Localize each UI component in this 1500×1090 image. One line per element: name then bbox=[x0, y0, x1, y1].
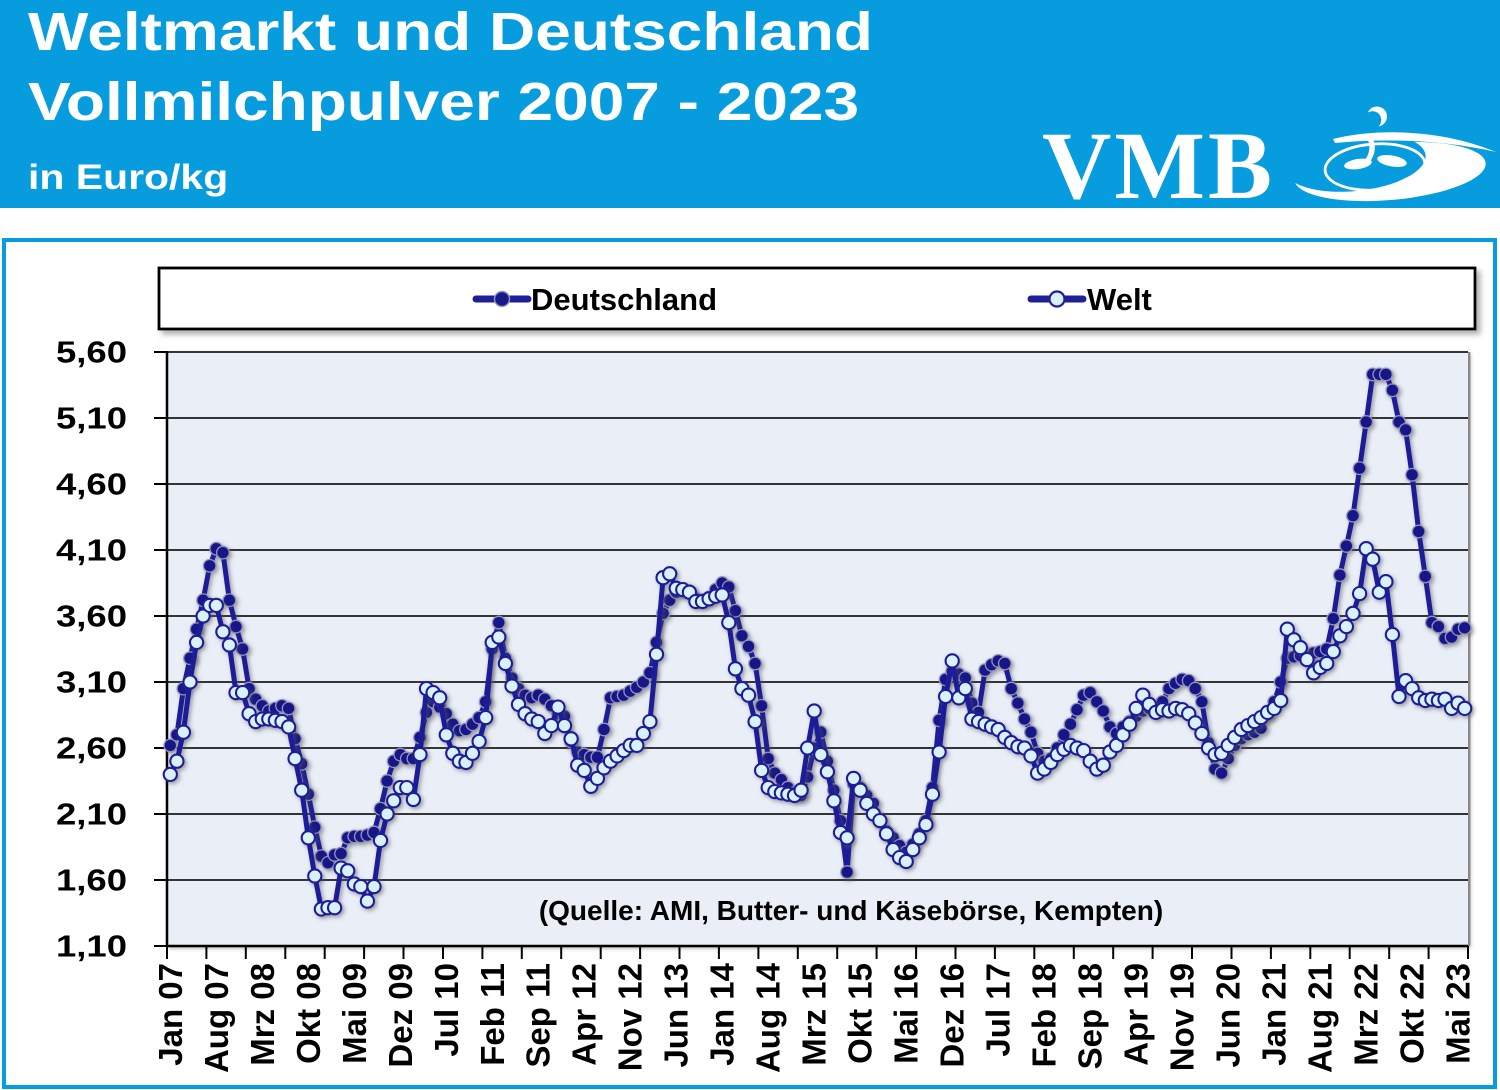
svg-text:3,60: 3,60 bbox=[56, 599, 127, 634]
svg-text:Apr 12: Apr 12 bbox=[566, 963, 603, 1066]
svg-text:2,60: 2,60 bbox=[56, 731, 127, 766]
svg-text:Mrz 15: Mrz 15 bbox=[796, 963, 833, 1066]
svg-text:Mrz 08: Mrz 08 bbox=[244, 963, 281, 1066]
svg-text:3,10: 3,10 bbox=[56, 665, 127, 700]
svg-text:Dez 09: Dez 09 bbox=[382, 963, 419, 1068]
svg-text:Aug 14: Aug 14 bbox=[750, 962, 787, 1073]
svg-text:Welt: Welt bbox=[1087, 282, 1152, 317]
svg-text:1,10: 1,10 bbox=[56, 929, 127, 964]
svg-text:2,10: 2,10 bbox=[56, 797, 127, 832]
svg-text:Nov 19: Nov 19 bbox=[1164, 963, 1201, 1071]
svg-text:Mai 23: Mai 23 bbox=[1440, 963, 1477, 1064]
svg-text:Jul 10: Jul 10 bbox=[428, 963, 465, 1057]
svg-text:Jan 21: Jan 21 bbox=[1256, 963, 1293, 1066]
svg-text:1,60: 1,60 bbox=[56, 863, 127, 898]
svg-text:Jan 14: Jan 14 bbox=[704, 962, 741, 1065]
svg-text:4,60: 4,60 bbox=[56, 467, 127, 502]
svg-text:Jul 17: Jul 17 bbox=[980, 963, 1017, 1057]
svg-text:Nov 12: Nov 12 bbox=[612, 963, 649, 1071]
svg-text:Aug 07: Aug 07 bbox=[198, 963, 235, 1073]
svg-text:Dez 16: Dez 16 bbox=[934, 963, 971, 1068]
svg-text:Mai 09: Mai 09 bbox=[336, 963, 373, 1064]
svg-text:Feb 18: Feb 18 bbox=[1026, 963, 1063, 1068]
svg-text:4,10: 4,10 bbox=[56, 533, 127, 568]
svg-text:Okt 15: Okt 15 bbox=[842, 963, 879, 1064]
svg-text:Jan 07: Jan 07 bbox=[152, 963, 189, 1066]
svg-text:Okt 08: Okt 08 bbox=[290, 963, 327, 1064]
svg-text:Feb 11: Feb 11 bbox=[474, 963, 511, 1066]
svg-text:Aug 21: Aug 21 bbox=[1302, 963, 1339, 1073]
svg-text:Jun 13: Jun 13 bbox=[658, 963, 695, 1068]
svg-text:Apr 19: Apr 19 bbox=[1118, 963, 1155, 1066]
svg-text:Sep 11: Sep 11 bbox=[520, 963, 557, 1068]
svg-text:Mai 16: Mai 16 bbox=[888, 963, 925, 1064]
svg-text:Jun 20: Jun 20 bbox=[1210, 963, 1247, 1068]
svg-text:(Quelle: AMI, Butter- und Käse: (Quelle: AMI, Butter- und Käsebörse, Kem… bbox=[539, 895, 1163, 926]
svg-text:Okt 22: Okt 22 bbox=[1394, 963, 1431, 1064]
svg-text:Deutschland: Deutschland bbox=[531, 282, 717, 317]
svg-text:VMB: VMB bbox=[1042, 112, 1275, 219]
svg-text:5,10: 5,10 bbox=[56, 401, 127, 436]
svg-text:Sep 18: Sep 18 bbox=[1072, 963, 1109, 1069]
svg-text:Mrz 22: Mrz 22 bbox=[1348, 963, 1385, 1066]
svg-text:5,60: 5,60 bbox=[56, 335, 127, 370]
